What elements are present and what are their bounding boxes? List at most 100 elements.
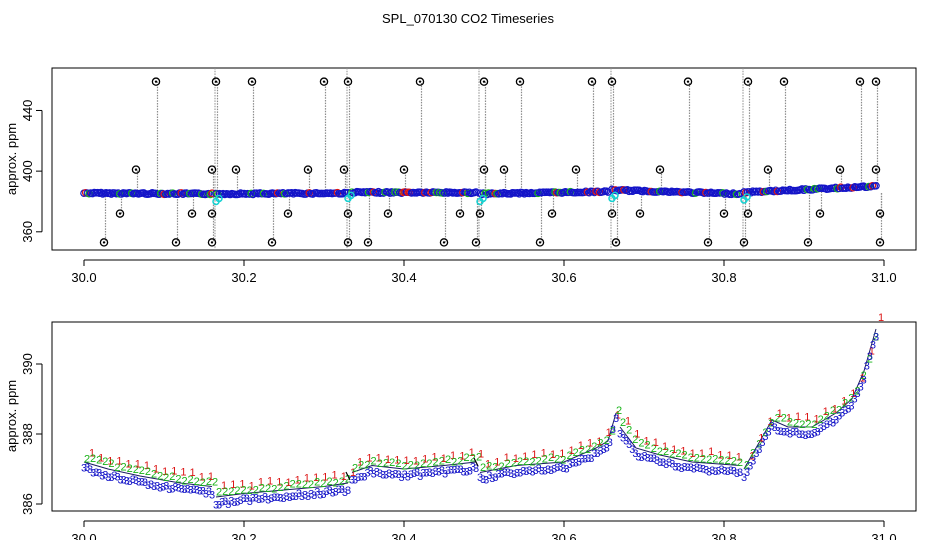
sample-marker-center bbox=[706, 241, 710, 244]
sample-marker bbox=[187, 209, 197, 218]
series-3-point: 3 bbox=[685, 462, 691, 474]
sample-marker-center bbox=[874, 80, 878, 83]
series-3-point: 3 bbox=[620, 432, 626, 444]
series-3-point: 3 bbox=[448, 465, 454, 477]
top-x-tick-label: 30.0 bbox=[71, 270, 96, 285]
sample-marker-center bbox=[306, 168, 310, 171]
baseline-point bbox=[859, 182, 868, 190]
series-2-point: 2 bbox=[151, 468, 157, 480]
series-2-point: 2 bbox=[651, 443, 657, 455]
sample-marker-center bbox=[838, 168, 842, 171]
series-3-point: 3 bbox=[848, 401, 854, 413]
sample-marker bbox=[875, 209, 885, 218]
sample-marker-center bbox=[342, 168, 346, 171]
baseline-point bbox=[835, 184, 843, 193]
series-2-point: 2 bbox=[145, 466, 151, 478]
baseline-point bbox=[338, 189, 347, 198]
cyan-point bbox=[215, 194, 223, 203]
series-3-point: 3 bbox=[121, 474, 127, 486]
series-3-point: 3 bbox=[191, 484, 197, 496]
series-3-point: 3 bbox=[336, 484, 342, 496]
series-1-point: 1 bbox=[431, 451, 437, 463]
series-2-point: 2 bbox=[206, 476, 212, 488]
trend-segment bbox=[619, 426, 741, 466]
series-3-point: 3 bbox=[697, 463, 703, 475]
bottom-x-tick-label: 30.2 bbox=[231, 531, 256, 540]
series-3-point: 3 bbox=[256, 494, 262, 506]
series-1-point: 1 bbox=[860, 372, 866, 384]
series-3-point: 3 bbox=[601, 444, 607, 456]
series-3-point: 3 bbox=[747, 460, 753, 472]
series-3-point: 3 bbox=[495, 468, 501, 480]
series-3-point: 3 bbox=[731, 465, 737, 477]
series-3-point: 3 bbox=[663, 459, 669, 471]
series-3-point: 3 bbox=[682, 462, 688, 474]
bottom-x-tick-label: 30.4 bbox=[391, 531, 416, 540]
series-3-point: 3 bbox=[737, 467, 743, 479]
baseline-point bbox=[800, 186, 808, 195]
series-2-point: 2 bbox=[127, 463, 133, 475]
series-1-point: 1 bbox=[708, 446, 714, 458]
cyan-point bbox=[347, 191, 355, 200]
series-3-point: 3 bbox=[345, 485, 351, 497]
series-3-point: 3 bbox=[597, 446, 603, 458]
series-1-point: 1 bbox=[385, 454, 391, 466]
series-2-point: 2 bbox=[84, 453, 90, 465]
series-2-point: 2 bbox=[632, 434, 638, 446]
series-3-point: 3 bbox=[358, 472, 364, 484]
series-3-point: 3 bbox=[741, 472, 747, 484]
series-3-point: 3 bbox=[483, 475, 489, 487]
series-2-point: 2 bbox=[585, 444, 591, 456]
series-3-point: 3 bbox=[833, 414, 839, 426]
series-3-point: 3 bbox=[725, 466, 731, 478]
sample-marker bbox=[343, 209, 353, 218]
series-2-point: 2 bbox=[163, 472, 169, 484]
gap-marker bbox=[345, 471, 351, 481]
series-2-point: 2 bbox=[212, 477, 218, 489]
sample-marker-center bbox=[322, 80, 326, 83]
series-2-point: 2 bbox=[271, 483, 277, 495]
sample-marker-center bbox=[878, 212, 882, 215]
sample-marker-center bbox=[154, 80, 158, 83]
baseline-point bbox=[477, 190, 486, 199]
series-1-point: 1 bbox=[469, 447, 475, 459]
series-3-point: 3 bbox=[197, 486, 203, 498]
series-3-point: 3 bbox=[166, 484, 172, 496]
series-2-point: 2 bbox=[848, 393, 854, 405]
series-3-point: 3 bbox=[81, 462, 87, 474]
series-2-point: 2 bbox=[157, 471, 163, 483]
series-2-point: 2 bbox=[731, 455, 737, 467]
sample-marker bbox=[439, 238, 449, 247]
series-1-point: 1 bbox=[625, 416, 631, 428]
series-3-point: 3 bbox=[262, 491, 268, 503]
series-3-point: 3 bbox=[118, 475, 124, 487]
sample-marker-center bbox=[590, 80, 594, 83]
series-3-point: 3 bbox=[253, 493, 259, 505]
series-2-point: 2 bbox=[194, 476, 200, 488]
series-2-point: 2 bbox=[867, 353, 873, 365]
series-3-point: 3 bbox=[632, 448, 638, 460]
series-3-point: 3 bbox=[666, 457, 672, 469]
series-3-point: 3 bbox=[414, 467, 420, 479]
series-1-point: 1 bbox=[699, 448, 705, 460]
series-1-point: 1 bbox=[304, 472, 310, 484]
series-3-point: 3 bbox=[694, 462, 700, 474]
sample-marker bbox=[267, 238, 277, 247]
series-2-point: 2 bbox=[320, 478, 326, 490]
series-3-point: 3 bbox=[588, 453, 594, 465]
sample-marker-center bbox=[210, 168, 214, 171]
series-3-point: 3 bbox=[610, 424, 616, 436]
series-2-point: 2 bbox=[426, 458, 432, 470]
sample-marker bbox=[479, 165, 489, 174]
sample-marker bbox=[211, 77, 221, 86]
bottom-x-tick-label: 31.0 bbox=[871, 531, 896, 540]
series-3-point: 3 bbox=[520, 466, 526, 478]
series-3-point: 3 bbox=[861, 375, 867, 387]
series-2-point: 2 bbox=[464, 452, 470, 464]
series-3-point: 3 bbox=[772, 422, 778, 434]
series-2-point: 2 bbox=[371, 456, 377, 468]
series-2-point: 2 bbox=[638, 437, 644, 449]
sample-marker-center bbox=[134, 168, 138, 171]
series-2-point: 2 bbox=[402, 460, 408, 472]
series-3-point: 3 bbox=[827, 416, 833, 428]
